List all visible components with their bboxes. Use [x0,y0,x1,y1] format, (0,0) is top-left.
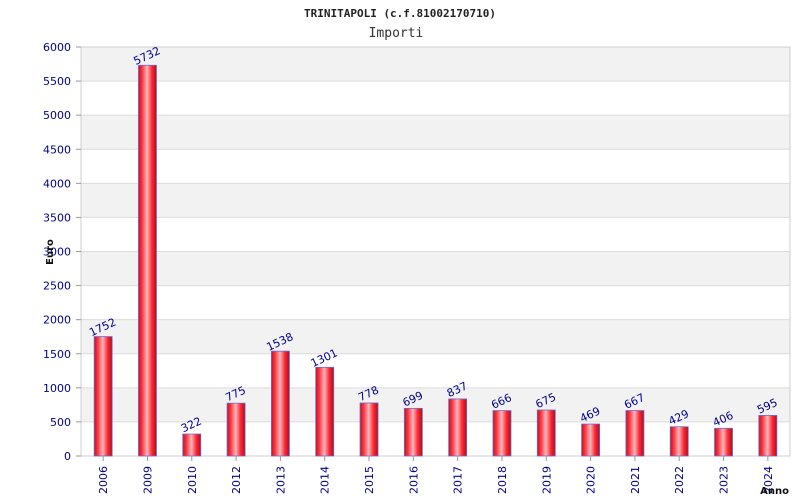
grid-band [81,387,790,422]
y-axis-ticks: 0 500 1000 1500 2000 2500 3000 3500 4000 4500 5000… [43,41,81,463]
chart-subtitle: Importi [369,26,424,41]
y-tick-label: 0 [64,450,71,463]
x-tick-label: 2016 [407,466,420,494]
grid-band [81,319,790,354]
grid-band [81,251,790,286]
y-tick-label: 5000 [43,109,71,122]
x-axis-label: Anno [760,486,789,497]
x-tick-label: 2017 [452,466,465,494]
grid-band [81,47,790,82]
x-tick-label: 2010 [186,466,199,494]
gridlines [81,46,790,457]
y-tick-label: 3500 [43,211,71,224]
bar [182,433,202,457]
bar [448,398,468,457]
bar [226,402,246,457]
x-tick-label: 2009 [141,466,154,494]
y-tick-label: 500 [50,416,71,429]
y-tick-label: 1500 [43,348,71,361]
x-tick-label: 2021 [629,466,642,494]
y-tick-label: 6000 [43,41,71,54]
bar [758,415,778,457]
bar [669,426,689,457]
x-tick-label: 2015 [363,466,376,494]
y-tick-label: 4500 [43,143,71,156]
grid-bands [81,47,790,422]
bar [581,423,600,457]
bar [271,350,290,457]
x-tick-label: 2022 [673,466,686,494]
x-axis-ticks: 2006 2009 2010 2012 2013 2014 2015 2016 2017 2018… [97,456,775,494]
chart-title: TRINITAPOLI (c.f.81002170710) [304,7,496,20]
x-tick-label: 2014 [319,466,332,494]
bar [714,427,733,457]
bar [315,366,335,457]
bar [492,410,512,457]
y-tick-label: 5500 [43,75,71,88]
bar [93,336,113,457]
y-tick-label: 2500 [43,280,71,293]
y-axis-label: Euro [45,239,56,265]
x-tick-label: 2012 [230,466,243,494]
y-tick-label: 4000 [43,177,71,190]
bar [359,402,379,457]
grid-band [81,115,790,150]
y-tick-label: 1000 [43,382,71,395]
bar [536,409,556,457]
x-tick-label: 2023 [718,466,731,494]
grid-band [81,183,790,218]
y-tick-label: 3000 [43,246,71,259]
bar [138,64,157,457]
bar [625,410,645,457]
x-tick-label: 2018 [496,466,509,494]
x-tick-label: 2020 [585,466,598,494]
x-tick-label: 2006 [97,466,110,494]
x-tick-label: 2024 [762,466,775,494]
x-tick-label: 2019 [540,466,553,494]
bar [403,407,423,457]
x-tick-label: 2013 [274,466,287,494]
y-tick-label: 2000 [43,314,71,327]
